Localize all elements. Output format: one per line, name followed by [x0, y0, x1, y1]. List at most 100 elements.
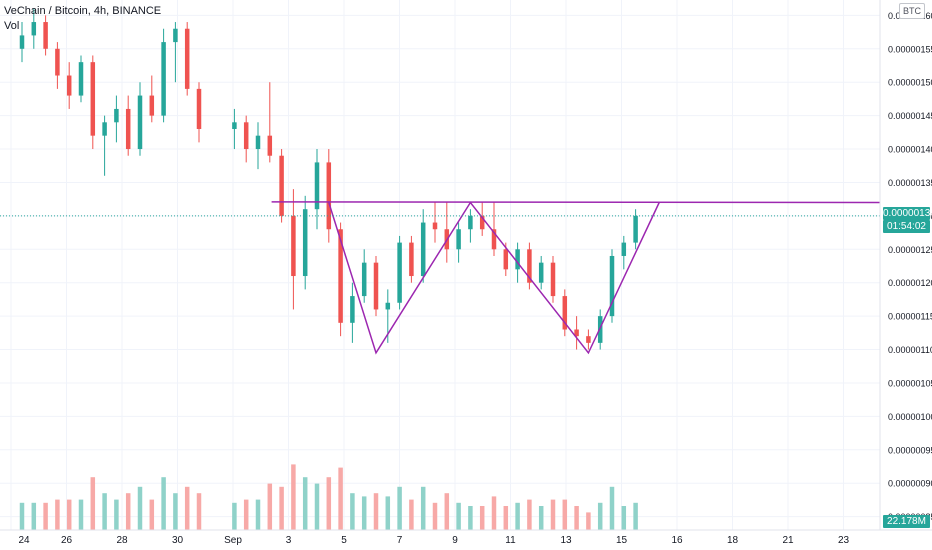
volume-bar [184, 486, 190, 530]
price-tick-label: 0.00000125 [888, 245, 932, 255]
price-tick-label: 0.00000150 [888, 78, 932, 88]
volume-bar [574, 506, 579, 530]
candle-body [232, 122, 237, 129]
price-tick-label: 0.00000095 [888, 445, 932, 455]
candle-body [409, 242, 414, 277]
candle-body [350, 296, 355, 323]
candle-body [279, 155, 284, 216]
candle-body [397, 242, 402, 303]
candle-body [66, 75, 72, 96]
volume-legend-label: Vol [4, 20, 20, 32]
time-tick-label: 13 [560, 535, 572, 546]
volume-bar [633, 502, 638, 530]
time-tick-label: 24 [18, 535, 30, 546]
candle-body [314, 162, 320, 210]
candle-body [456, 229, 461, 250]
price-tick-label: 0.00000120 [888, 278, 932, 288]
volume-bar [538, 506, 544, 530]
candle-body [373, 262, 379, 310]
time-tick-label: 26 [61, 535, 73, 546]
time-tick-label: 7 [397, 535, 403, 546]
candlesticks [19, 8, 638, 350]
volume-bar [409, 499, 414, 530]
volume-bar [43, 502, 48, 530]
time-tick-label: 16 [671, 535, 683, 546]
candle-body [114, 108, 119, 123]
volume-bar [66, 499, 72, 530]
candle-body [19, 35, 25, 49]
candle-body [267, 135, 273, 156]
volume-bar [173, 493, 178, 530]
chart-pattern-drawing[interactable] [271, 201, 881, 355]
volume-bar [149, 499, 155, 530]
candle-body [196, 88, 202, 129]
candle-body [90, 62, 96, 136]
volume-bar [373, 493, 379, 530]
volume-bar [609, 486, 615, 530]
candle-body [550, 262, 556, 297]
candle-body [291, 215, 296, 277]
candle-body [420, 222, 426, 277]
time-axis[interactable]: 24 26 28 30 Sep 3 5 7 9 11 13 15 16 18 21 23 [18, 535, 849, 546]
time-tick-label: 9 [452, 535, 458, 546]
volume-bar [385, 496, 391, 530]
volume-bar [326, 477, 332, 530]
candle-body [102, 122, 107, 136]
candle-body [302, 209, 308, 277]
currency-badge[interactable]: BTC [899, 3, 925, 19]
volume-bar [161, 477, 166, 530]
neckline [271, 201, 881, 204]
volume-bar [468, 506, 473, 530]
volume-bar [586, 512, 591, 530]
candle-body [43, 22, 48, 49]
time-tick-label: 5 [341, 535, 347, 546]
candle-body [361, 262, 367, 297]
double-bottom-zigzag [328, 201, 660, 355]
volume-bar [527, 499, 532, 530]
volume-bar [479, 506, 485, 530]
time-tick-label: 23 [838, 535, 850, 546]
grid-lines [0, 0, 880, 530]
candle-body [78, 62, 84, 96]
volume-bar [243, 499, 249, 530]
candle-body [125, 108, 131, 150]
volume-bar [515, 502, 520, 530]
volume-bar [78, 499, 84, 530]
price-tick-label: 0.00000100 [888, 412, 932, 422]
volume-bar [350, 493, 355, 530]
time-tick-label: Sep [224, 535, 242, 546]
volume-bar [597, 502, 603, 530]
candle-body [149, 95, 155, 116]
volume-bar [232, 502, 237, 530]
candle-body [55, 48, 60, 76]
volume-bar [279, 486, 284, 530]
volume-bar [196, 493, 202, 530]
volume-bar [90, 477, 96, 530]
volume-bar [291, 464, 296, 530]
price-tick-label: 0.00000135 [888, 178, 932, 188]
time-tick-label: 28 [116, 535, 128, 546]
price-tick-label: 0.00000105 [888, 378, 932, 388]
time-tick-label: 21 [782, 535, 794, 546]
candle-body [243, 122, 249, 150]
candle-body [255, 135, 261, 150]
candle-body [574, 329, 579, 337]
bar-countdown-tag: 01:54:02 [883, 220, 930, 233]
volume-bar [137, 486, 143, 530]
volume-bar [114, 499, 119, 530]
candle-body [562, 296, 568, 330]
volume-bar [444, 493, 450, 530]
time-tick-label: 3 [286, 535, 292, 546]
candle-body [527, 249, 532, 283]
candle-body [173, 28, 178, 43]
candle-body [338, 229, 343, 323]
price-tick-label: 0.00000110 [888, 345, 932, 355]
candle-body [432, 222, 438, 230]
volume-bar [397, 486, 402, 530]
candle-body [468, 215, 473, 230]
volume-bar [102, 493, 107, 530]
volume-bar [550, 499, 556, 530]
candle-body [609, 255, 615, 317]
candle-body [538, 262, 544, 283]
